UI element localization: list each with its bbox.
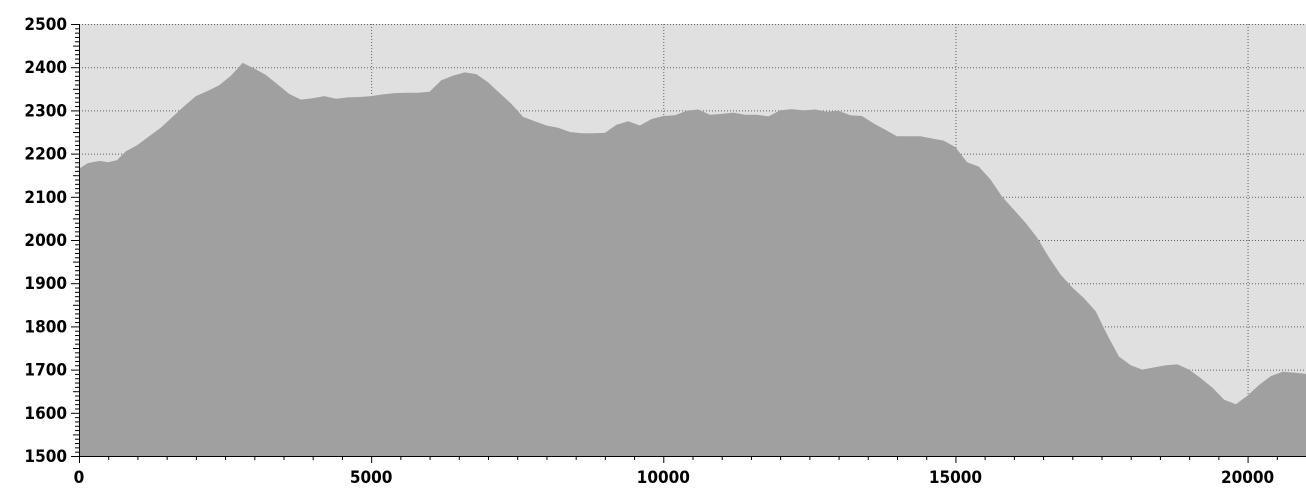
y-tick-label: 1500 [24,447,67,467]
x-tick-label: 20000 [1221,468,1274,488]
y-tick-label: 1900 [24,274,67,294]
elevation-area [79,62,1306,457]
y-tick-label: 1800 [24,317,67,337]
x-tick-label: 0 [74,468,85,488]
y-tick-label: 2000 [24,231,67,251]
y-tick-label: 2500 [24,15,67,35]
y-tick-label: 1600 [24,404,67,424]
x-tick-label: 10000 [637,468,690,488]
x-tick-label: 5000 [350,468,393,488]
x-tick-label: 15000 [929,468,982,488]
y-tick-label: 2400 [24,58,67,78]
y-tick-label: 1700 [24,361,67,381]
y-tick-label: 2100 [24,188,67,208]
y-tick-label: 2200 [24,145,67,165]
y-tick-label: 2300 [24,101,67,121]
axis-tick-labels: 1500 1600 1700 1800 1900 2000 2100 2200 2300 2400… [24,15,1274,488]
